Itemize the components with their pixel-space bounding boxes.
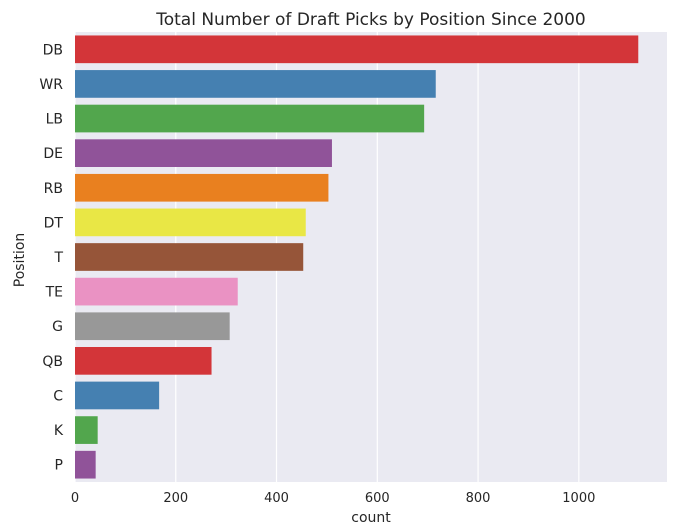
y-tick-label: G: [52, 319, 63, 335]
x-tick-labels: 0 200 400 600 800 1000: [71, 491, 596, 506]
x-tick-label: 600: [365, 491, 390, 506]
bar-rb: [75, 173, 329, 202]
bar-wr: [75, 70, 436, 98]
y-tick-label: TE: [45, 285, 63, 301]
chart-title: Total Number of Draft Picks by Position …: [155, 10, 586, 30]
y-tick-label: T: [53, 250, 63, 266]
y-tick-label: WR: [39, 77, 63, 93]
x-tick-label: 200: [163, 491, 188, 506]
x-tick-label: 400: [264, 491, 289, 506]
bars: [75, 35, 639, 479]
bar-de: [75, 139, 332, 167]
y-tick-label: QB: [42, 354, 63, 370]
y-tick-label: LB: [46, 112, 63, 128]
bar-dt: [75, 208, 306, 237]
bar-t: [75, 243, 304, 271]
bar-qb: [75, 347, 212, 375]
y-tick-label: DB: [43, 42, 63, 58]
y-tick-labels: DB WR LB DE RB DT T TE G QB C K P: [39, 42, 63, 473]
x-tick-label: 800: [466, 491, 491, 506]
x-tick-label: 0: [71, 491, 79, 506]
x-axis-label: count: [351, 510, 391, 526]
bar-te: [75, 277, 238, 306]
bar-db: [75, 35, 639, 64]
bar-g: [75, 312, 230, 341]
bar-lb: [75, 104, 425, 133]
y-tick-label: P: [55, 458, 63, 474]
y-tick-label: RB: [44, 181, 63, 197]
x-tick-label: 1000: [562, 491, 595, 506]
y-axis-label: Position: [12, 233, 28, 288]
bar-p: [75, 450, 96, 479]
y-tick-label: K: [54, 423, 64, 439]
y-tick-label: DE: [43, 146, 63, 162]
bar-k: [75, 416, 98, 444]
bar-c: [75, 381, 160, 410]
y-tick-label: C: [53, 388, 63, 404]
y-tick-label: DT: [44, 215, 64, 231]
